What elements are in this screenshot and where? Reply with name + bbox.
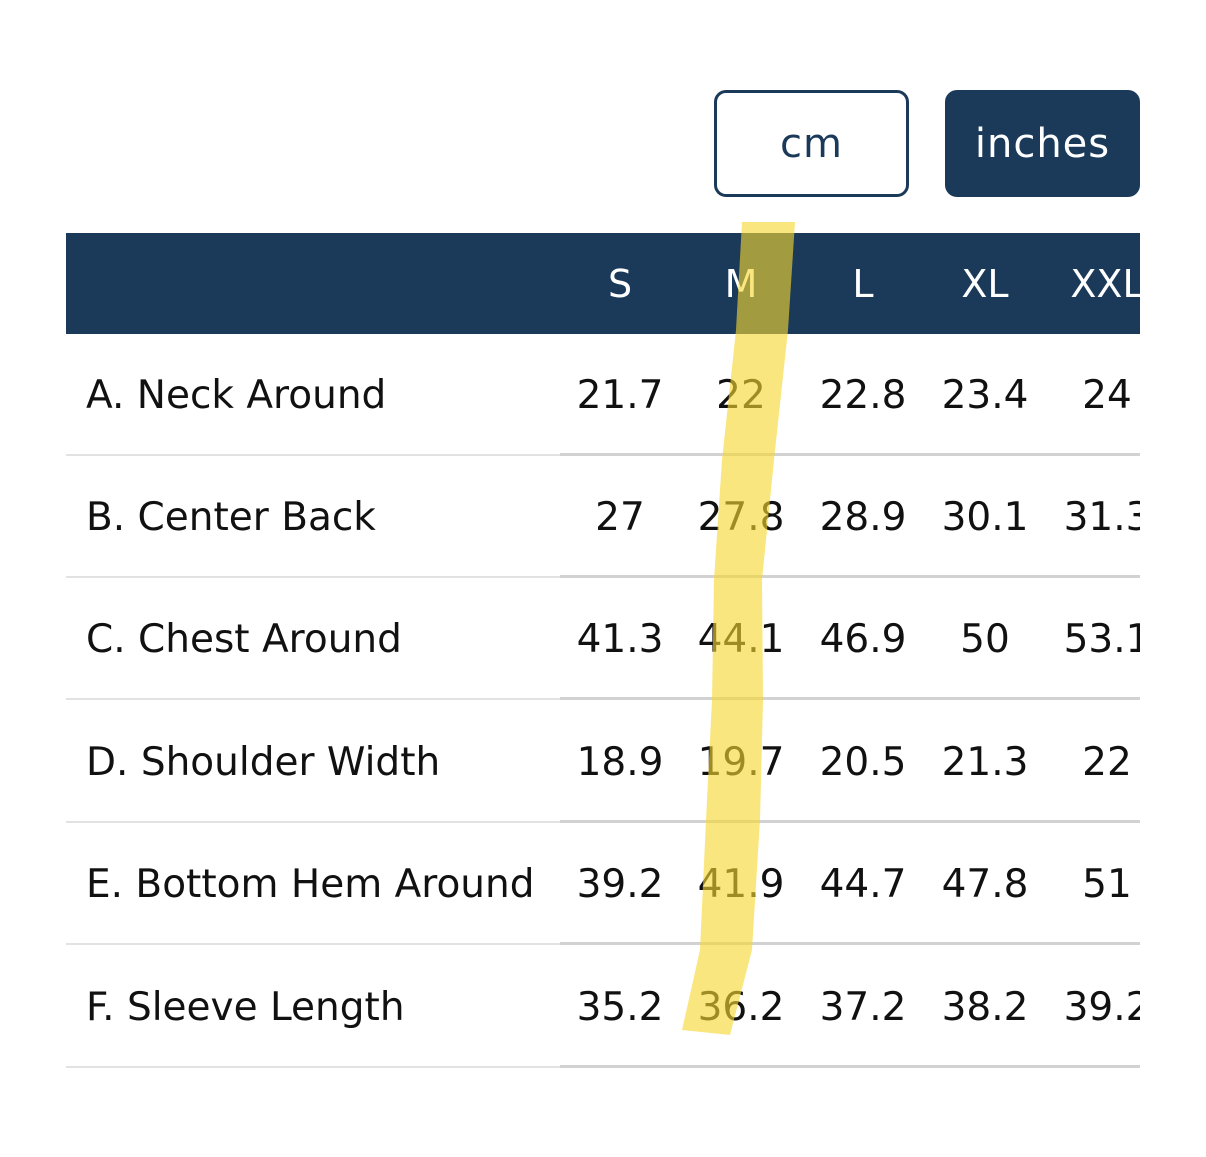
table-cell: 27.8 (697, 494, 785, 540)
row-divider (560, 820, 1140, 823)
table-cell: 22 (1082, 739, 1132, 785)
table-cell: 35.2 (576, 984, 664, 1030)
table-cell: 46.9 (819, 616, 907, 662)
inches-button[interactable]: inches (945, 90, 1140, 197)
row-divider (560, 453, 1140, 456)
table-row: C. Chest Around 41.3 44.1 46.9 50 53.1 (66, 578, 1140, 700)
row-divider (66, 821, 560, 823)
row-label: D. Shoulder Width (86, 739, 441, 785)
row-divider (66, 698, 560, 700)
table-cell: 21.7 (576, 372, 664, 418)
cm-button[interactable]: cm (714, 90, 909, 197)
table-cell: 22.8 (819, 372, 907, 418)
row-label: C. Chest Around (86, 616, 402, 662)
column-header-m: M (724, 261, 758, 306)
table-cell: 53.1 (1063, 616, 1140, 662)
table-cell: 44.7 (819, 861, 907, 907)
size-chart-table: S M L XL XXL A. Neck Around 21.7 22 22.8… (66, 233, 1140, 1073)
column-header-xxl: XXL (1070, 261, 1140, 306)
row-label: A. Neck Around (86, 372, 387, 418)
table-cell: 21.3 (941, 739, 1029, 785)
table-cell: 20.5 (819, 739, 907, 785)
table-row: E. Bottom Hem Around 39.2 41.9 44.7 47.8… (66, 823, 1140, 945)
row-divider (66, 576, 560, 578)
row-divider (560, 697, 1140, 700)
table-cell: 38.2 (941, 984, 1029, 1030)
table-cell: 39.2 (576, 861, 664, 907)
table-cell: 19.7 (697, 739, 785, 785)
table-cell: 41.9 (697, 861, 785, 907)
row-divider (66, 454, 560, 456)
row-label: F. Sleeve Length (86, 984, 405, 1030)
table-cell: 51 (1082, 861, 1132, 907)
column-header-l: L (852, 261, 874, 306)
row-divider (66, 943, 560, 945)
table-cell: 22 (716, 372, 766, 418)
unit-toggle: cm inches (714, 90, 1140, 197)
table-header: S M L XL XXL (66, 233, 1140, 334)
table-row: B. Center Back 27 27.8 28.9 30.1 31.3 (66, 456, 1140, 578)
table-cell: 27 (595, 494, 645, 540)
row-divider (560, 1065, 1140, 1068)
table-row: D. Shoulder Width 18.9 19.7 20.5 21.3 22 (66, 701, 1140, 823)
table-cell: 31.3 (1063, 494, 1140, 540)
table-cell: 44.1 (697, 616, 785, 662)
table-row: F. Sleeve Length 35.2 36.2 37.2 38.2 39.… (66, 946, 1140, 1068)
row-divider (66, 1066, 560, 1068)
row-divider (560, 942, 1140, 945)
table-cell: 39.2 (1063, 984, 1140, 1030)
row-label: B. Center Back (86, 494, 376, 540)
table-cell: 24 (1082, 372, 1132, 418)
row-label: E. Bottom Hem Around (86, 861, 535, 907)
table-cell: 47.8 (941, 861, 1029, 907)
column-header-xl: XL (961, 261, 1009, 306)
table-row: A. Neck Around 21.7 22 22.8 23.4 24 (66, 334, 1140, 456)
table-cell: 41.3 (576, 616, 664, 662)
table-cell: 23.4 (941, 372, 1029, 418)
table-cell: 36.2 (697, 984, 785, 1030)
column-header-s: S (607, 261, 633, 306)
table-cell: 28.9 (819, 494, 907, 540)
table-cell: 18.9 (576, 739, 664, 785)
table-cell: 30.1 (941, 494, 1029, 540)
row-divider (560, 575, 1140, 578)
table-cell: 37.2 (819, 984, 907, 1030)
table-cell: 50 (960, 616, 1010, 662)
